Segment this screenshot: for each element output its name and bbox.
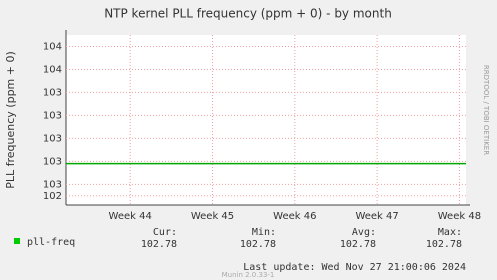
x-tick-label: Week 46 [273, 211, 316, 222]
chart-title: NTP kernel PLL frequency (ppm + 0) - by … [104, 7, 392, 21]
side-text: RRDTOOL / TOBI OETIKER [482, 65, 490, 155]
stats-header: Max: [438, 227, 462, 238]
stats-value: 102.78 [240, 239, 276, 250]
y-tick-label: 102 [43, 191, 62, 202]
y-axis-label: PLL frequency (ppm + 0) [4, 51, 17, 189]
y-tick-label: 104 [43, 41, 62, 52]
y-tick-label: 103 [43, 179, 62, 190]
stats-header: Cur: [153, 227, 177, 238]
stats-header: Avg: [352, 227, 376, 238]
x-tick-label: Week 45 [191, 211, 234, 222]
y-tick-label: 103 [43, 156, 62, 167]
x-tick-label: Week 44 [109, 211, 152, 222]
x-tick-label: Week 48 [438, 211, 481, 222]
stats-value: 102.78 [426, 239, 462, 250]
stats-header: Min: [252, 227, 276, 238]
legend-swatch [14, 238, 20, 244]
x-tick-label: Week 47 [355, 211, 398, 222]
y-tick-label: 104 [43, 64, 62, 75]
legend-label: pll-freq [27, 237, 75, 248]
y-tick-label: 103 [43, 87, 62, 98]
y-tick-label: 103 [43, 133, 62, 144]
last-update: Last update: Wed Nov 27 21:00:06 2024 [243, 262, 466, 273]
stats-value: 102.78 [141, 239, 177, 250]
y-tick-label: 103 [43, 110, 62, 121]
plot-area [66, 35, 466, 205]
footer: Munin 2.0.33-1 [222, 271, 275, 279]
stats-value: 102.78 [340, 239, 376, 250]
